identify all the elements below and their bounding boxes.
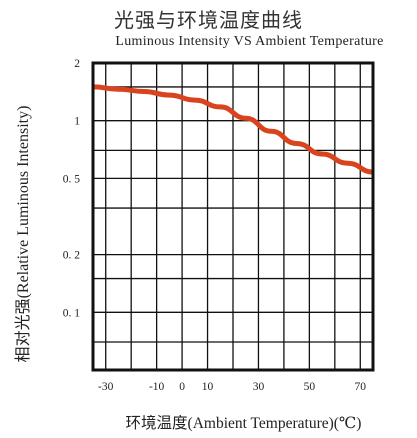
x-tick-label: 50 (304, 381, 316, 393)
plot-frame (91, 61, 375, 372)
series-layer (92, 84, 374, 175)
x-tick-label: 70 (355, 381, 367, 393)
x-axis-label: 环境温度(Ambient Temperature)(℃) (125, 415, 362, 432)
y-tick-label: 0. 2 (63, 250, 81, 262)
grid-layer (93, 63, 373, 370)
y-tick-label: 0. 1 (63, 307, 81, 319)
y-tick-label: 2 (74, 58, 80, 70)
x-tick-label: -30 (98, 381, 114, 393)
x-tick-label: -10 (149, 381, 165, 393)
tick-label-layer: -30 -10 0 10 30 50 70 2 1 0. 5 0. 2 0. 1 (63, 58, 367, 393)
x-tick-label: 30 (253, 381, 265, 393)
x-tick-label: 10 (202, 381, 214, 393)
chart-subtitle: Luminous Intensity VS Ambient Temperatur… (115, 34, 384, 49)
chart-title: 光强与环境温度曲线 (114, 8, 303, 32)
x-tick-label: 0 (179, 381, 185, 393)
series-line (92, 84, 374, 175)
y-tick-label: 1 (74, 116, 80, 128)
y-tick-label: 0. 5 (63, 173, 81, 185)
